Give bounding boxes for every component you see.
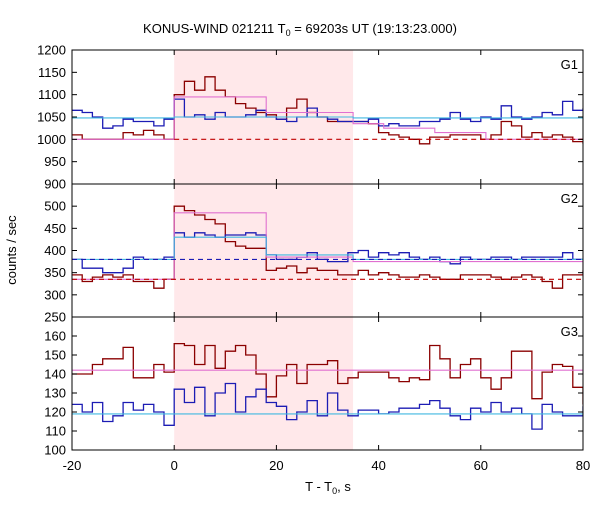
g3-y-tick-label: 100 (44, 443, 66, 458)
g2-y-tick-label: 300 (44, 287, 66, 302)
g3-y-tick-label: 140 (44, 367, 66, 382)
x-tick-label: -20 (63, 458, 82, 473)
g1-y-tick-label: 900 (44, 177, 66, 192)
g3-frame (71, 316, 584, 451)
x-tick-label: 80 (576, 458, 590, 473)
g3-y-tick-label: 160 (44, 329, 66, 344)
g1-series-group (72, 76, 583, 145)
g1-y-tick-label: 950 (44, 154, 66, 169)
x-axis-label-subscript: 0 (332, 486, 337, 496)
x-tick-label: 20 (269, 458, 283, 473)
g3-shaded-interval (174, 317, 354, 450)
x-axis-label-rest: , s (337, 479, 351, 494)
g2-shaded-interval (174, 184, 354, 317)
x-tick-label: 40 (371, 458, 385, 473)
g3-y-tick-label: 150 (44, 348, 66, 363)
chart-title-rest: = 69203s UT (19:13:23.000) (291, 21, 457, 36)
series-layer (72, 76, 583, 430)
g3-data-blue-series-1 (72, 382, 583, 430)
g2-series-group (72, 205, 583, 289)
chart-title-main: KONUS-WIND 021211 T (143, 21, 286, 36)
g2-y-tick-label: 500 (44, 199, 66, 214)
g3-y-tick-label: 130 (44, 386, 66, 401)
g2-panel-label: G2 (561, 191, 578, 206)
g2-y-tick-label: 250 (44, 310, 66, 325)
g2-y-tick-label: 350 (44, 265, 66, 280)
g3-y-tick-label: 110 (45, 424, 66, 439)
g3-panel-label: G3 (561, 324, 578, 339)
g1-y-tick-label: 1100 (38, 87, 66, 102)
g1-y-tick-label: 1000 (37, 132, 66, 147)
g3-y-tick-label: 120 (44, 405, 66, 420)
x-tick-label: 0 (171, 458, 178, 473)
g1-fit-blue-series-3 (72, 116, 583, 119)
g1-y-tick-label: 1150 (38, 65, 66, 80)
g1-panel-label: G1 (561, 57, 578, 72)
g2-y-tick-label: 450 (44, 221, 66, 236)
x-axis-label: T - T0, s (305, 479, 351, 496)
shaded-interval-layer (174, 50, 354, 450)
axes-layer: 90095010001050110011501200G1250300350400… (37, 43, 590, 474)
chart-title: KONUS-WIND 021211 T0 = 69203s UT (19:13:… (143, 21, 457, 38)
g2-data-red-series-0 (72, 205, 583, 289)
g3-data-red-series-0 (72, 342, 583, 405)
x-tick-label: 60 (474, 458, 488, 473)
y-axis-label: counts / sec (4, 215, 19, 285)
g2-y-tick-label: 400 (44, 243, 66, 258)
x-axis-label-main: T - T (305, 479, 332, 494)
g3-series-group (72, 342, 583, 430)
g1-y-tick-label: 1050 (37, 110, 66, 125)
g1-y-tick-label: 1200 (37, 43, 66, 58)
g2-fit-blue-series-3 (72, 236, 583, 260)
chart-title-subscript: 0 (286, 28, 291, 38)
